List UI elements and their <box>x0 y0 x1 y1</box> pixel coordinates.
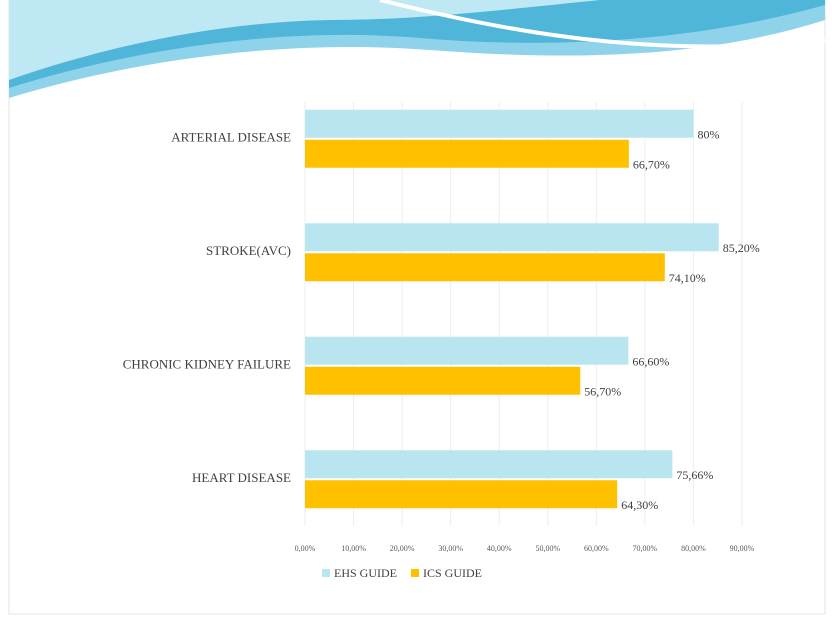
y-tick-label: HEART DISEASE <box>192 470 291 485</box>
wave-front <box>9 0 600 80</box>
bar <box>305 253 665 282</box>
bar <box>305 139 629 168</box>
x-tick-label: 10,00% <box>341 544 366 553</box>
x-tick-label: 0,00% <box>295 544 316 553</box>
value-label: 66,70% <box>633 158 670 172</box>
legend-swatch <box>411 569 419 577</box>
y-tick-label: STROKE(AVC) <box>206 243 291 258</box>
bar <box>305 450 673 479</box>
x-tick-label: 60,00% <box>584 544 609 553</box>
y-tick-label: CHRONIC KIDNEY FAILURE <box>123 357 291 372</box>
bar <box>305 480 618 509</box>
legend-swatch <box>322 569 330 577</box>
value-label: 80% <box>697 128 719 142</box>
bar <box>305 109 694 138</box>
bar <box>305 223 719 252</box>
value-label: 66,60% <box>632 355 669 369</box>
value-label: 64,30% <box>621 498 658 512</box>
x-tick-label: 90,00% <box>730 544 755 553</box>
legend-label: ICS GUIDE <box>423 566 482 580</box>
legend-label: EHS GUIDE <box>334 566 397 580</box>
x-tick-label: 40,00% <box>487 544 512 553</box>
plot: 0,00% 10,00% 20,00% 30,00% 40,00% 50,00% 60,00… <box>123 102 760 580</box>
value-label: 56,70% <box>584 385 621 399</box>
bar <box>305 366 581 395</box>
x-tick-label: 20,00% <box>390 544 415 553</box>
wave-highlight <box>379 0 826 49</box>
y-tick-label: ARTERIAL DISEASE <box>171 130 291 145</box>
bar <box>305 336 629 365</box>
header-wave <box>9 0 826 98</box>
x-tick-label: 30,00% <box>438 544 463 553</box>
x-tick-label: 70,00% <box>633 544 658 553</box>
value-label: 75,66% <box>676 468 713 482</box>
slide-frame <box>8 0 826 615</box>
x-tick-label: 50,00% <box>535 544 560 553</box>
x-tick-label: 80,00% <box>681 544 706 553</box>
value-label: 74,10% <box>669 271 706 285</box>
value-label: 85,20% <box>723 241 760 255</box>
